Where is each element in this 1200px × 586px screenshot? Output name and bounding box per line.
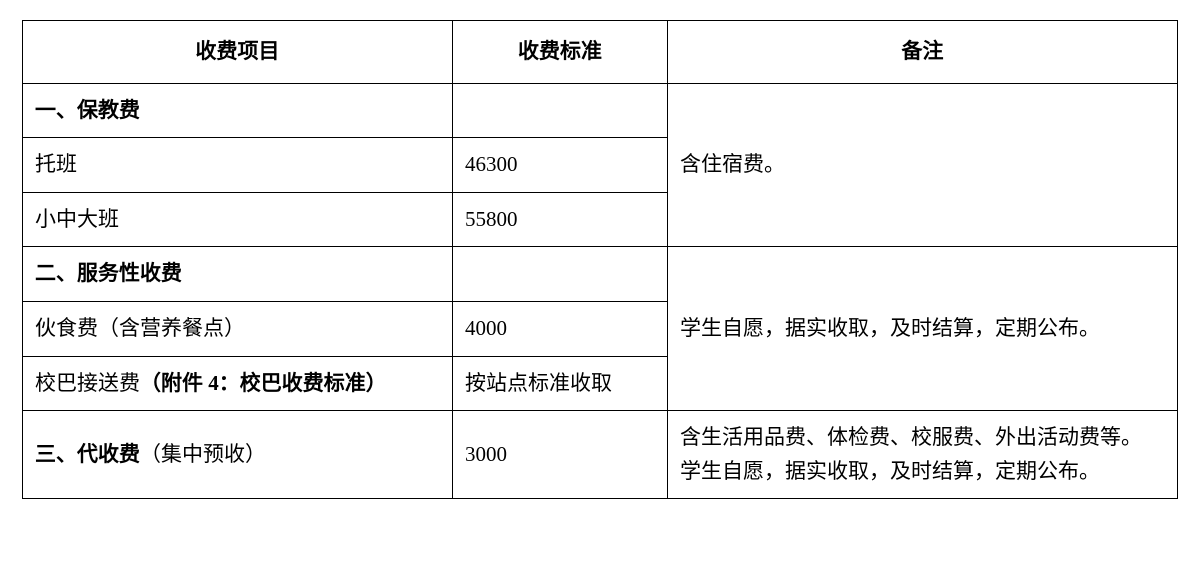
fee-table: 收费项目 收费标准 备注 一、保教费 含住宿费。 托班 46300 小中大班 5… [22, 20, 1178, 499]
section-1-header-row: 一、保教费 含住宿费。 [23, 83, 1178, 138]
item-cell: 小中大班 [23, 192, 453, 247]
section-2-header-row: 二、服务性收费 学生自愿，据实收取，及时结算，定期公布。 [23, 247, 1178, 302]
item-cell: 托班 [23, 138, 453, 193]
col-header-standard: 收费标准 [453, 21, 668, 84]
section-3-row: 三、代收费（集中预收） 3000 含生活用品费、体检费、校服费、外出活动费等。学… [23, 411, 1178, 499]
standard-cell: 3000 [453, 411, 668, 499]
section-3-title-cell: 三、代收费（集中预收） [23, 411, 453, 499]
col-header-note: 备注 [668, 21, 1178, 84]
item-bold-attachment: （附件 4：校巴收费标准） [140, 371, 387, 395]
col-header-item: 收费项目 [23, 21, 453, 84]
section-1-header-standard [453, 83, 668, 138]
section-2-title: 二、服务性收费 [23, 247, 453, 302]
item-prefix: 校巴接送费 [35, 371, 140, 395]
section-3-title-normal: （集中预收） [140, 442, 266, 466]
section-2-note: 学生自愿，据实收取，及时结算，定期公布。 [668, 247, 1178, 411]
section-2-header-standard [453, 247, 668, 302]
standard-cell: 按站点标准收取 [453, 356, 668, 411]
section-3-note: 含生活用品费、体检费、校服费、外出活动费等。学生自愿，据实收取，及时结算，定期公… [668, 411, 1178, 499]
section-1-note: 含住宿费。 [668, 83, 1178, 247]
section-3-title-bold: 三、代收费 [35, 442, 140, 466]
standard-cell: 46300 [453, 138, 668, 193]
table-header-row: 收费项目 收费标准 备注 [23, 21, 1178, 84]
item-cell: 伙食费（含营养餐点） [23, 301, 453, 356]
standard-cell: 4000 [453, 301, 668, 356]
standard-cell: 55800 [453, 192, 668, 247]
item-cell-bus: 校巴接送费（附件 4：校巴收费标准） [23, 356, 453, 411]
section-1-title: 一、保教费 [23, 83, 453, 138]
